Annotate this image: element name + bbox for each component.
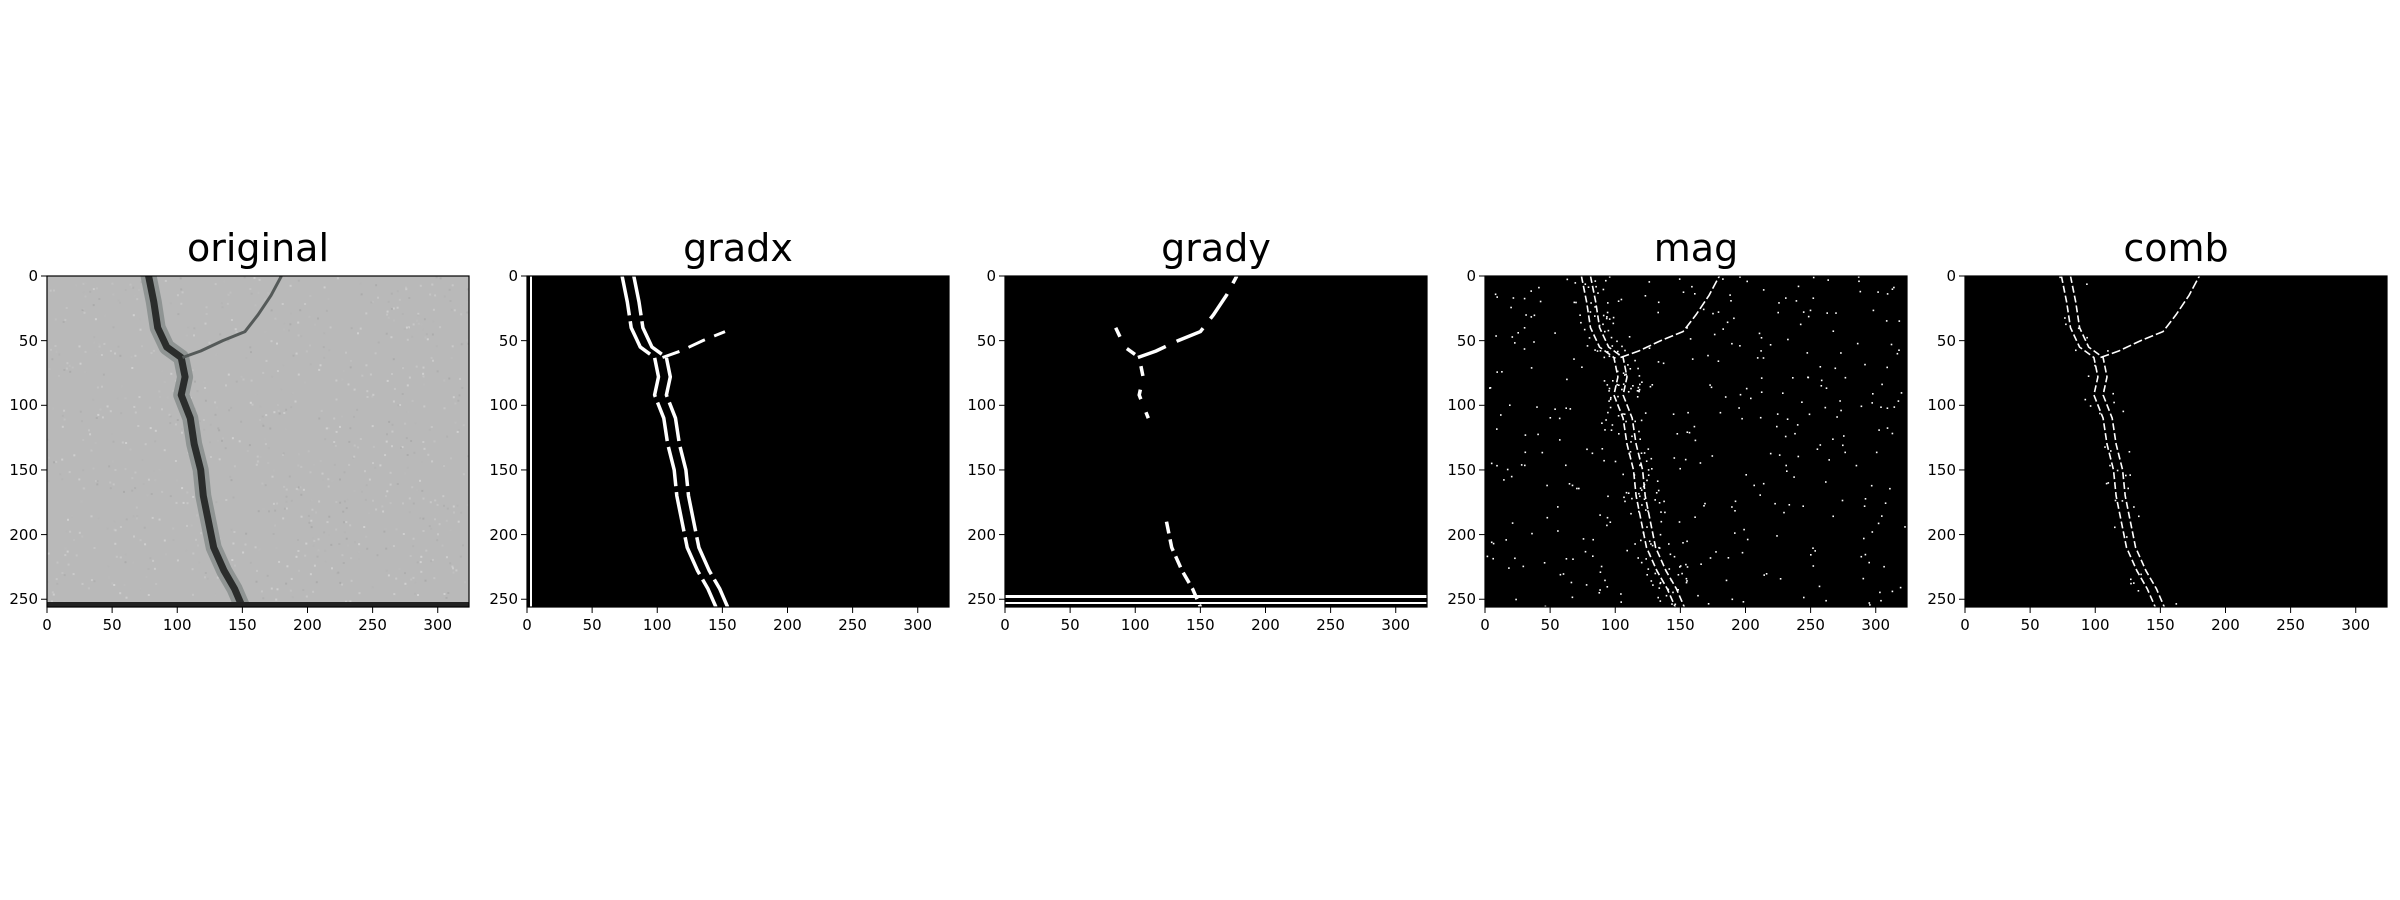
x-tick-label: 50 bbox=[2020, 616, 2040, 634]
x-tick-label: 150 bbox=[708, 616, 737, 634]
y-tick-label: 200 bbox=[1927, 525, 1956, 544]
x-tick-label: 300 bbox=[1861, 616, 1891, 634]
y-tick-label: 250 bbox=[967, 590, 996, 609]
y-tick-label: 200 bbox=[9, 525, 38, 544]
y-tick-label: 100 bbox=[489, 396, 518, 415]
x-tick-label: 50 bbox=[582, 616, 602, 634]
x-tick-label: 100 bbox=[642, 616, 672, 634]
y-tick-label: 150 bbox=[489, 460, 518, 479]
x-tick-label: 250 bbox=[358, 616, 387, 634]
y-tick-label: 0 bbox=[1946, 267, 1956, 285]
x-tick-label: 150 bbox=[1666, 616, 1695, 634]
panel-gradx bbox=[521, 275, 950, 613]
y-tick-label: 150 bbox=[967, 460, 996, 479]
y-tick-label: 100 bbox=[9, 396, 38, 415]
axes-frame bbox=[526, 275, 950, 608]
crack-branch bbox=[181, 276, 283, 359]
x-tick-label: 200 bbox=[293, 616, 322, 634]
y-tick-label: 100 bbox=[1927, 396, 1956, 415]
x-tick-label: 200 bbox=[2211, 616, 2240, 634]
y-tick-label: 50 bbox=[498, 331, 518, 350]
y-tick-label: 0 bbox=[1466, 267, 1476, 285]
x-tick-label: 200 bbox=[773, 616, 802, 634]
x-tick-label: 50 bbox=[1540, 616, 1560, 634]
x-tick-label: 300 bbox=[1381, 616, 1411, 634]
panel-mag bbox=[1479, 275, 1908, 613]
x-tick-label: 0 bbox=[1480, 616, 1490, 634]
x-tick-label: 50 bbox=[1060, 616, 1080, 634]
panel-title-grady: grady bbox=[1161, 226, 1271, 270]
binary-background bbox=[1965, 276, 2387, 607]
panel-comb bbox=[1959, 275, 2388, 613]
grady-image bbox=[1005, 276, 1427, 607]
y-tick-label: 50 bbox=[976, 331, 996, 350]
y-tick-label: 100 bbox=[967, 396, 996, 415]
panel-title-mag: mag bbox=[1653, 226, 1739, 270]
binary-background bbox=[1005, 276, 1427, 607]
x-tick-label: 300 bbox=[903, 616, 933, 634]
y-tick-label: 100 bbox=[1447, 396, 1476, 415]
y-tick-label: 250 bbox=[1927, 590, 1956, 609]
panel-title-original: original bbox=[186, 226, 330, 270]
axes-frame bbox=[1484, 275, 1908, 608]
x-tick-label: 100 bbox=[2080, 616, 2110, 634]
y-tick-label: 250 bbox=[489, 590, 518, 609]
axes-frame bbox=[1004, 275, 1428, 608]
x-tick-label: 150 bbox=[228, 616, 257, 634]
y-tick-label: 250 bbox=[9, 590, 38, 609]
x-tick-label: 0 bbox=[522, 616, 532, 634]
x-tick-label: 250 bbox=[1316, 616, 1345, 634]
y-tick-label: 0 bbox=[986, 267, 996, 285]
panel-title-gradx: gradx bbox=[683, 226, 793, 270]
bottom-band bbox=[47, 602, 469, 607]
x-tick-label: 250 bbox=[2276, 616, 2305, 634]
y-tick-label: 0 bbox=[508, 267, 518, 285]
concrete-surface bbox=[47, 276, 469, 607]
y-tick-label: 150 bbox=[1447, 460, 1476, 479]
y-tick-label: 150 bbox=[1927, 460, 1956, 479]
y-tick-label: 250 bbox=[1447, 590, 1476, 609]
x-tick-label: 0 bbox=[1960, 616, 1970, 634]
binary-background bbox=[1485, 276, 1907, 607]
x-tick-label: 250 bbox=[1796, 616, 1825, 634]
y-tick-label: 150 bbox=[9, 460, 38, 479]
panel-grady bbox=[999, 275, 1428, 613]
y-tick-label: 50 bbox=[1456, 331, 1476, 350]
original-image bbox=[47, 276, 469, 607]
y-tick-label: 50 bbox=[18, 331, 38, 350]
axes-frame bbox=[46, 275, 470, 608]
y-tick-label: 200 bbox=[489, 525, 518, 544]
gradx-image bbox=[527, 276, 949, 607]
crack-main bbox=[145, 276, 246, 607]
comb-image bbox=[1965, 276, 2387, 607]
x-tick-label: 100 bbox=[162, 616, 192, 634]
x-tick-label: 300 bbox=[2341, 616, 2371, 634]
axes-frame bbox=[1964, 275, 2388, 608]
x-tick-label: 200 bbox=[1251, 616, 1280, 634]
x-tick-label: 100 bbox=[1600, 616, 1630, 634]
x-tick-label: 150 bbox=[2146, 616, 2175, 634]
x-tick-label: 0 bbox=[42, 616, 52, 634]
y-tick-label: 50 bbox=[1936, 331, 1956, 350]
binary-background bbox=[527, 276, 949, 607]
x-tick-label: 50 bbox=[102, 616, 122, 634]
y-tick-label: 200 bbox=[1447, 525, 1476, 544]
x-tick-label: 150 bbox=[1186, 616, 1215, 634]
x-tick-label: 100 bbox=[1120, 616, 1150, 634]
x-tick-label: 300 bbox=[423, 616, 453, 634]
x-tick-label: 250 bbox=[838, 616, 867, 634]
mag-image bbox=[1485, 276, 1907, 607]
panel-original bbox=[41, 275, 470, 613]
x-tick-label: 200 bbox=[1731, 616, 1760, 634]
x-tick-label: 0 bbox=[1000, 616, 1010, 634]
panel-title-comb: comb bbox=[2123, 226, 2229, 270]
y-tick-label: 200 bbox=[967, 525, 996, 544]
y-tick-label: 0 bbox=[28, 267, 38, 285]
